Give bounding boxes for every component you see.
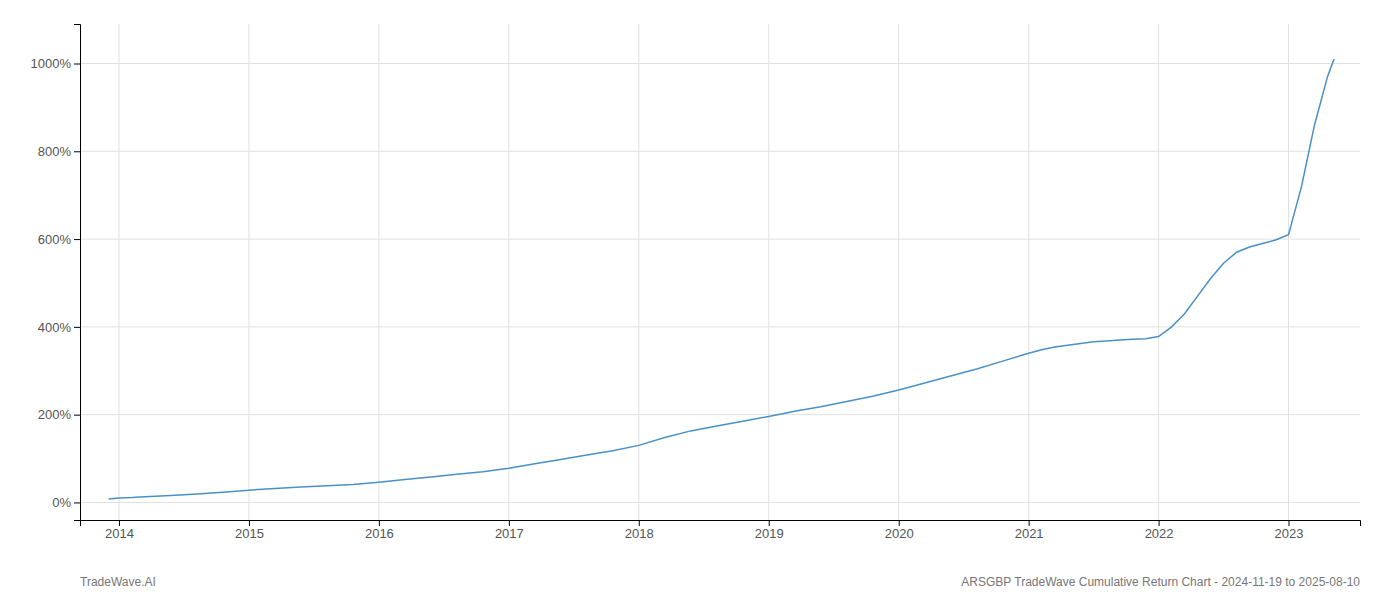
x-tick-label: 2015 xyxy=(235,526,264,541)
x-tick: 2020 xyxy=(885,520,914,541)
y-tick-mark xyxy=(74,415,80,416)
x-tick: 2021 xyxy=(1015,520,1044,541)
grid-line-x xyxy=(248,24,249,520)
grid-line-x xyxy=(898,24,899,520)
x-tick-label: 2021 xyxy=(1015,526,1044,541)
y-tick-mark xyxy=(74,239,80,240)
y-tick: 400% xyxy=(38,320,80,335)
footer-left: TradeWave.AI xyxy=(80,575,156,589)
grid-line-y xyxy=(80,63,1360,64)
x-tick-mark xyxy=(509,520,510,526)
y-tick: 1000% xyxy=(31,56,80,71)
x-tick-label: 2018 xyxy=(625,526,654,541)
y-axis-line xyxy=(74,25,81,521)
x-tick: 2016 xyxy=(365,520,394,541)
x-tick-mark xyxy=(899,520,900,526)
x-axis-line xyxy=(81,521,1361,527)
x-tick: 2015 xyxy=(235,520,264,541)
y-tick-mark xyxy=(74,64,80,65)
grid-line-y xyxy=(80,414,1360,415)
x-tick-label: 2023 xyxy=(1275,526,1304,541)
grid-line-y xyxy=(80,239,1360,240)
line xyxy=(109,59,1334,499)
y-tick-mark xyxy=(74,502,80,503)
y-tick: 0% xyxy=(52,495,80,510)
y-tick-mark xyxy=(74,151,80,152)
grid-line-x xyxy=(118,24,119,520)
grid-line-y xyxy=(80,326,1360,327)
footer-right: ARSGBP TradeWave Cumulative Return Chart… xyxy=(961,575,1360,589)
grid-line-x xyxy=(508,24,509,520)
grid-line-x xyxy=(1288,24,1289,520)
y-tick-label: 200% xyxy=(38,407,72,422)
grid-line-x xyxy=(1158,24,1159,520)
grid-line-x xyxy=(1028,24,1029,520)
x-tick-mark xyxy=(639,520,640,526)
grid-line-y xyxy=(80,502,1360,503)
x-tick-label: 2014 xyxy=(105,526,134,541)
x-tick-label: 2017 xyxy=(495,526,524,541)
y-tick: 600% xyxy=(38,232,80,247)
x-tick-mark xyxy=(769,520,770,526)
x-axis: 2014 2015 2016 2017 2018 2019 2020 2021 2022 2023 xyxy=(81,520,1361,541)
y-tick-label: 600% xyxy=(38,232,72,247)
x-tick: 2017 xyxy=(495,520,524,541)
x-tick: 2023 xyxy=(1275,520,1304,541)
y-tick-label: 400% xyxy=(38,320,72,335)
y-tick: 200% xyxy=(38,407,80,422)
x-tick-mark xyxy=(1289,520,1290,526)
x-tick-label: 2022 xyxy=(1145,526,1174,541)
grid-line-y xyxy=(80,151,1360,152)
x-tick-label: 2016 xyxy=(365,526,394,541)
x-tick-mark xyxy=(119,520,120,526)
x-tick-label: 2019 xyxy=(755,526,784,541)
x-tick: 2022 xyxy=(1145,520,1174,541)
y-tick-label: 0% xyxy=(52,495,71,510)
grid-line-x xyxy=(378,24,379,520)
y-tick-label: 800% xyxy=(38,144,72,159)
x-tick-mark xyxy=(379,520,380,526)
y-tick-mark xyxy=(74,327,80,328)
y-axis: 0% 200% 400% 600% 800% 1000% xyxy=(31,25,81,521)
x-tick-mark xyxy=(249,520,250,526)
plot-area xyxy=(109,59,1334,499)
grid-line-x xyxy=(768,24,769,520)
y-tick-label: 1000% xyxy=(31,56,72,71)
x-tick: 2018 xyxy=(625,520,654,541)
grid xyxy=(80,24,1360,520)
x-tick-mark xyxy=(1159,520,1160,526)
x-tick-mark xyxy=(1029,520,1030,526)
x-tick: 2019 xyxy=(755,520,784,541)
x-tick: 2014 xyxy=(105,520,134,541)
y-tick: 800% xyxy=(38,144,80,159)
x-tick-label: 2020 xyxy=(885,526,914,541)
chart: 2014 2015 2016 2017 2018 2019 2020 2021 2022 2023… xyxy=(0,0,1400,600)
